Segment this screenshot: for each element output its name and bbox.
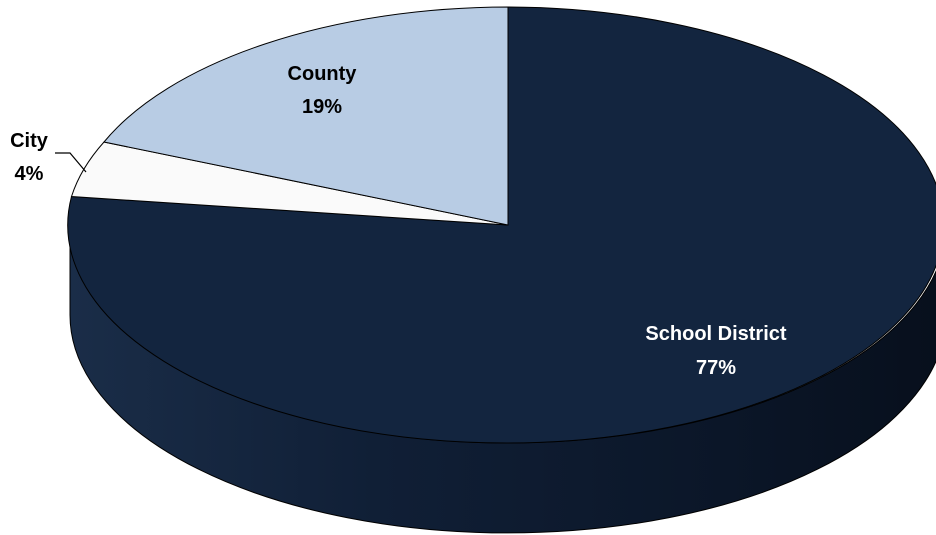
slice-label-county-percent: 19% [302,96,342,118]
slice-county [103,6,509,226]
slice-label-school-district-category: School District [645,323,786,345]
slice-label-county-category: County [288,63,358,85]
city-leader-line [55,152,87,173]
slice-label-school-district-percent: 77% [696,357,736,379]
slice-label-city-percent: 4% [15,163,44,185]
slice-label-city-category: City [10,130,49,152]
